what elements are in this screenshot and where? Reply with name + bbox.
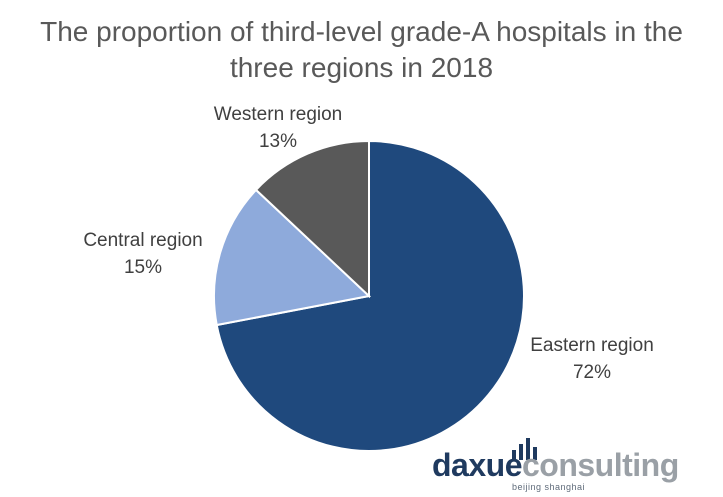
chart-title: The proportion of third-level grade-A ho… (0, 14, 723, 86)
pie-slice-central-region (213, 188, 372, 327)
logo-bars-icon (512, 438, 552, 460)
daxue-consulting-logo: daxueconsulting beijing shanghai (432, 436, 692, 494)
slice-label-eastern-region: Eastern region (530, 335, 654, 356)
slice-label-western-region: Western region (214, 104, 343, 125)
slice-value-central-region: 15% (124, 257, 162, 278)
logo-word-primary: daxue (432, 447, 522, 483)
slice-value-eastern-region: 72% (573, 362, 611, 383)
slice-label-central-region: Central region (83, 230, 202, 251)
logo-wordmark: daxueconsulting (432, 448, 679, 482)
pie-slice-western-region (254, 139, 370, 299)
slice-value-western-region: 13% (259, 131, 297, 152)
logo-tagline: beijing shanghai (512, 482, 586, 492)
chart-title-line-1: The proportion of third-level grade-A ho… (40, 16, 683, 47)
logo-word-secondary: consulting (521, 447, 679, 483)
chart-title-line-2: three regions in 2018 (229, 52, 494, 83)
